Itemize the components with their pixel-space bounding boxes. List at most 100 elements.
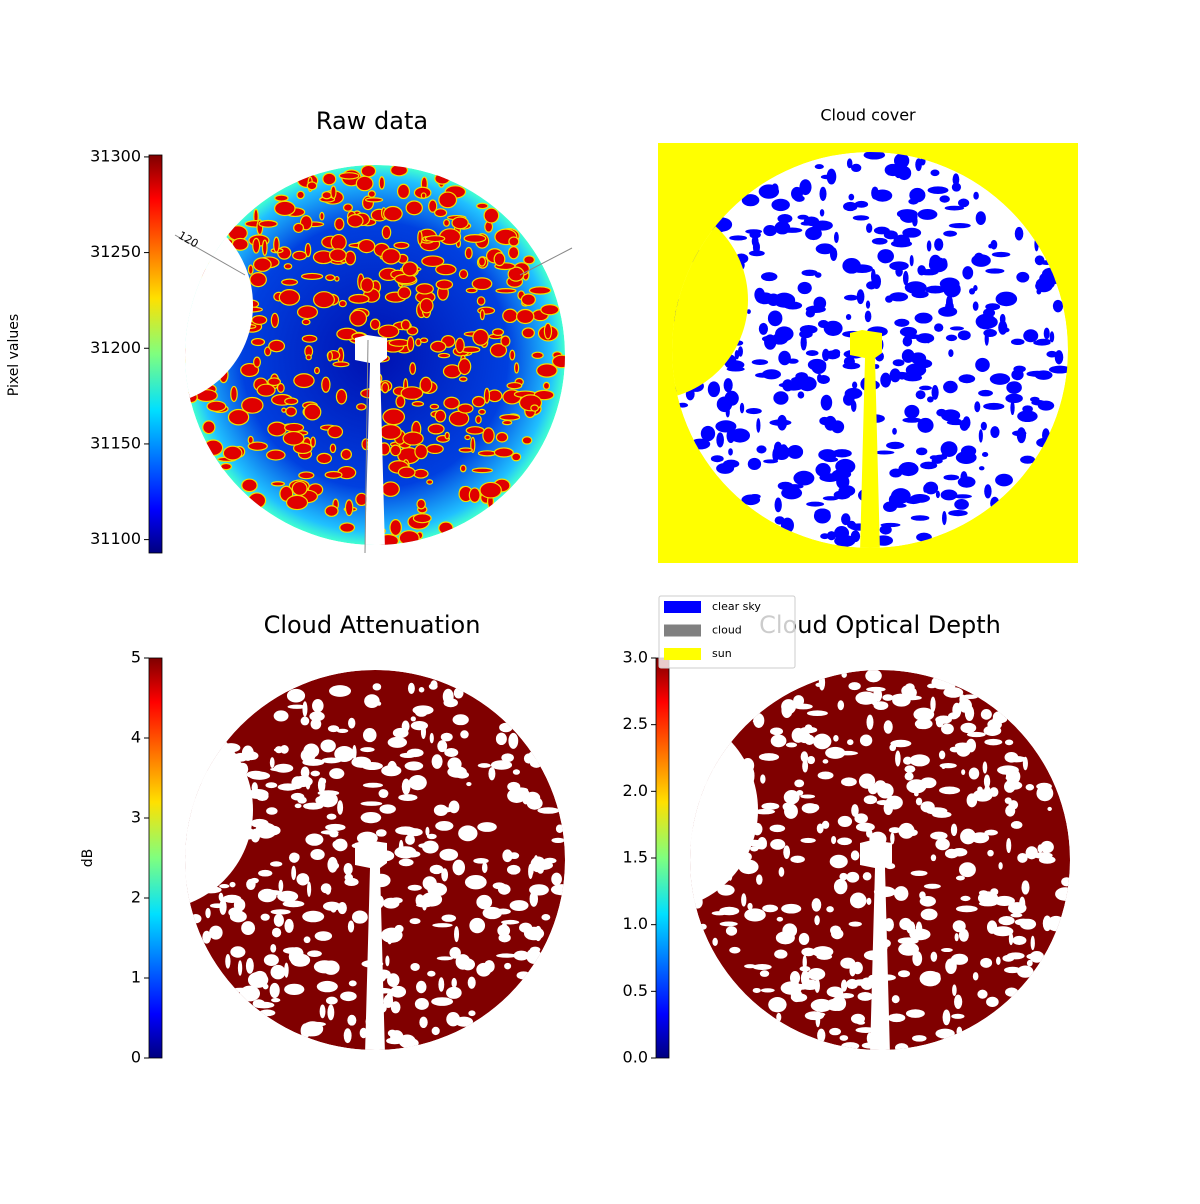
sky-blob [895, 266, 903, 277]
sky-blob [904, 765, 916, 773]
sky-blob [817, 771, 834, 780]
sky-blob [369, 318, 381, 331]
sky-blob [453, 687, 464, 699]
legend-swatch [664, 601, 701, 613]
sky-blob [551, 837, 565, 843]
sky-blob [465, 426, 485, 435]
sky-blob [819, 416, 830, 426]
sky-blob [330, 185, 337, 200]
sky-blob [923, 484, 928, 493]
sky-blob [451, 216, 469, 230]
sky-blob [205, 907, 211, 919]
sky-blob [973, 285, 978, 292]
sky-blob [313, 366, 320, 375]
sky-blob [390, 1001, 401, 1014]
sky-blob [739, 402, 745, 414]
sky-blob [960, 828, 976, 845]
sky-blob [833, 734, 839, 742]
sky-blob [760, 272, 778, 282]
sky-blob [1031, 399, 1046, 406]
sky-blob [309, 711, 325, 722]
sky-blob [300, 716, 310, 726]
sky-blob [418, 842, 437, 849]
sky-blob [880, 372, 892, 388]
tick-label: 3 [131, 808, 141, 827]
sky-blob [444, 748, 459, 757]
sky-blob [935, 490, 940, 499]
panel-title: Raw data [316, 107, 428, 135]
sky-blob [287, 704, 307, 709]
sky-blob [987, 849, 994, 857]
mast [860, 840, 892, 1050]
sky-blob [829, 1027, 842, 1036]
sky-blob [910, 870, 928, 877]
sky-blob [978, 389, 993, 397]
sky-blob [905, 1009, 925, 1018]
sky-blob [790, 855, 805, 864]
sky-blob [841, 1042, 860, 1050]
sky-blob [346, 214, 364, 228]
sky-blob [502, 849, 513, 863]
sky-blob [1016, 271, 1030, 283]
sky-blob [915, 797, 923, 806]
sky-blob [771, 198, 790, 212]
sky-blob [1008, 395, 1018, 402]
sky-blob [725, 360, 745, 370]
sky-blob [452, 859, 465, 876]
sky-blob [249, 272, 267, 288]
sky-blob [382, 408, 406, 426]
sky-blob [781, 486, 803, 500]
sky-blob [338, 172, 360, 180]
sky-blob [443, 396, 460, 410]
sky-blob [443, 698, 458, 708]
sky-blob [778, 350, 791, 366]
sky-blob [950, 953, 969, 965]
sky-blob [303, 802, 324, 810]
sky-blob [879, 524, 892, 535]
sky-blob [816, 823, 824, 834]
sky-blob [717, 884, 735, 896]
sky-blob [782, 379, 794, 392]
sky-blob [468, 487, 481, 503]
sky-blob [408, 774, 427, 791]
sky-blob [426, 443, 444, 455]
sky-blob [913, 791, 919, 797]
sky-blob [360, 801, 383, 806]
sky-blob [337, 901, 347, 915]
sky-blob [778, 867, 785, 877]
sky-blob [980, 957, 993, 968]
sky-blob [492, 882, 506, 890]
sky-blob [942, 1009, 951, 1026]
sky-blob [817, 375, 830, 384]
sky-blob [273, 236, 280, 253]
sky-blob [782, 227, 803, 233]
sky-blob [313, 960, 336, 974]
sky-blob [909, 494, 931, 503]
sky-blob [800, 837, 816, 844]
sky-blob [1061, 877, 1070, 887]
sky-blob [899, 917, 912, 931]
sky-blob [999, 313, 1006, 325]
sky-blob [457, 403, 474, 414]
tick-label: 2.5 [623, 714, 648, 733]
sky-blob [952, 984, 957, 997]
sky-blob [543, 857, 557, 864]
sky-blob [805, 226, 822, 241]
sky-blob [909, 187, 926, 203]
sky-blob [312, 699, 324, 713]
sky-blob [248, 771, 271, 780]
sky-blob [804, 734, 815, 746]
sky-blob [416, 980, 427, 994]
sky-blob [890, 739, 912, 748]
sky-blob [920, 461, 938, 470]
sky-blob [393, 241, 410, 250]
sky-blob [355, 175, 374, 192]
sky-blob [806, 710, 828, 717]
sky-blob [891, 693, 910, 703]
sky-blob [837, 837, 852, 846]
sky-blob [1010, 821, 1023, 829]
sky-blob [955, 905, 978, 913]
sky-blob [360, 747, 375, 753]
sky-blob [951, 182, 962, 192]
sky-blob [943, 281, 961, 298]
